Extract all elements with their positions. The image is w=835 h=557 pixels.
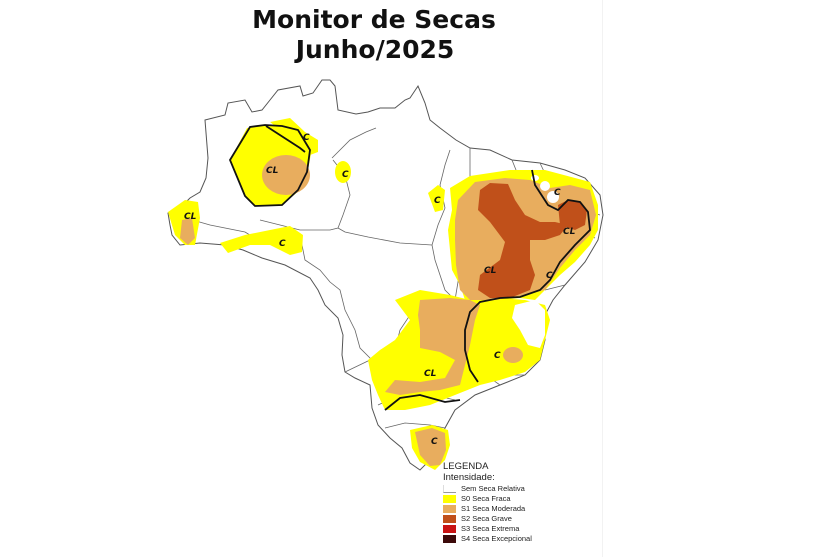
impact-boundaries [228, 124, 591, 411]
legend-item-s4: S4 Seca Excepcional [443, 534, 613, 544]
map-title: Monitor de Secas [252, 5, 496, 34]
label-c: C [342, 170, 349, 180]
legend-item-s3: S3 Seca Extrema [443, 524, 613, 534]
frame-edge [602, 0, 603, 557]
map-subtitle-date: Junho/2025 [295, 35, 455, 64]
legend-swatch-white [443, 485, 456, 493]
label-cl: CL [184, 212, 197, 222]
legend-item-s1: S1 Seca Moderada [443, 504, 613, 514]
label-cl: CL [424, 369, 437, 379]
legend-item-s2: S2 Seca Grave [443, 514, 613, 524]
legend-swatch-yellow [443, 495, 456, 503]
legend-swatch-dark-orange [443, 515, 456, 523]
legend-swatch-light-orange [443, 505, 456, 513]
no-drought-inclusions [512, 175, 559, 348]
legend: LEGENDA Intensidade: Sem Seca Relativa S… [443, 461, 613, 544]
label-cl: CL [563, 227, 576, 237]
legend-swatch-dark-brown [443, 535, 456, 543]
legend-heading: LEGENDA [443, 461, 489, 472]
label-c: C [434, 196, 441, 206]
legend-subheading: Intensidade: [443, 472, 495, 483]
label-c: C [494, 351, 501, 361]
label-c: C [554, 188, 561, 198]
label-c: C [546, 271, 553, 281]
s2-seca-grave-areas [478, 183, 587, 298]
legend-swatch-red [443, 525, 456, 533]
label-c: C [431, 437, 438, 447]
impact-labels: CL C C CL C C C CL CL C C CL C [184, 133, 576, 447]
legend-item-s0: S0 Seca Fraca [443, 494, 613, 504]
label-c: C [303, 133, 310, 143]
label-c: C [279, 239, 286, 249]
label-cl: CL [484, 266, 497, 276]
label-cl: CL [266, 166, 279, 176]
legend-item-sem-seca: Sem Seca Relativa [443, 484, 613, 494]
